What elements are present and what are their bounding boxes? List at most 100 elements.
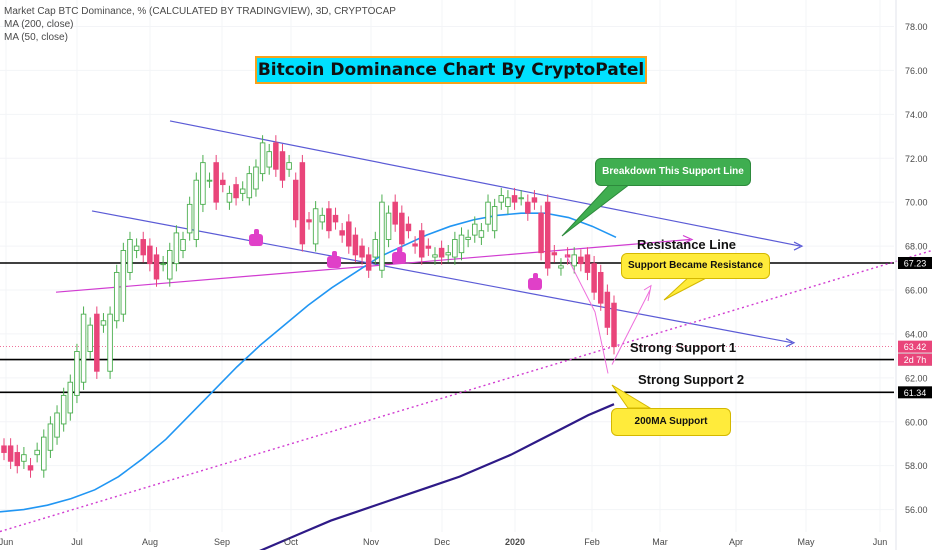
candle-body xyxy=(239,188,246,194)
legend-main-series: Market Cap BTC Dominance, % (CALCULATED … xyxy=(4,6,396,17)
candle-body xyxy=(611,302,617,348)
candle-body xyxy=(153,254,160,280)
candle-body xyxy=(107,313,113,372)
support-became-resistance-callout: Support Became Resistance xyxy=(621,253,770,279)
candle-body xyxy=(27,465,34,471)
channel-lower-arrow xyxy=(785,338,796,348)
candle-body xyxy=(41,436,47,471)
candle-body xyxy=(74,351,80,396)
candle-body xyxy=(220,179,226,186)
candle-body xyxy=(418,230,425,258)
candle-body xyxy=(465,236,471,240)
candle-body xyxy=(604,291,611,328)
candle-body xyxy=(438,247,445,258)
y-tick-label: 58.00 xyxy=(905,461,928,471)
candle-body xyxy=(478,230,485,238)
candle-body xyxy=(525,201,531,214)
candle-body xyxy=(346,221,352,247)
support-callout-pointer xyxy=(663,275,711,301)
strong-support-2-label: Strong Support 2 xyxy=(638,372,745,387)
channel-upper-arrow xyxy=(793,241,804,251)
x-tick-label: Apr xyxy=(729,537,743,547)
price-label: 61.34 xyxy=(904,388,927,398)
candle-body xyxy=(60,394,67,425)
long-term-dotted-trendline xyxy=(0,249,932,533)
candle-body xyxy=(193,179,200,240)
candle-body xyxy=(87,324,93,352)
candle-body xyxy=(452,239,458,258)
candle-body xyxy=(425,245,432,249)
candle-body xyxy=(266,151,272,168)
x-tick-label: Mar xyxy=(652,537,668,547)
candle-body xyxy=(558,265,564,269)
horizontal-levels xyxy=(0,262,894,394)
candle-body xyxy=(531,197,538,203)
candle-body xyxy=(120,250,127,315)
candle-body xyxy=(392,201,398,225)
y-tick-label: 66.00 xyxy=(905,286,928,296)
projection-arrow-head xyxy=(643,284,652,302)
x-tick-label: Feb xyxy=(584,537,600,547)
candle-body xyxy=(359,245,365,258)
x-tick-label: 2020 xyxy=(505,537,525,547)
candle-body xyxy=(571,254,577,267)
candle-body xyxy=(279,151,286,181)
candle-body xyxy=(551,252,558,256)
candle-body xyxy=(412,243,418,247)
candle-body xyxy=(578,256,584,265)
candle-body xyxy=(7,445,14,462)
candle-body xyxy=(67,381,74,414)
candle-body xyxy=(498,195,505,203)
candle-body xyxy=(339,230,345,236)
candle-body xyxy=(246,173,253,199)
chart-title-banner: Bitcoin Dominance Chart By CryptoPatel xyxy=(255,56,647,84)
candle-body xyxy=(34,449,40,456)
x-tick-label: Aug xyxy=(142,537,158,547)
candle-body xyxy=(200,162,206,205)
x-tick-label: Jul xyxy=(71,537,83,547)
candle-body xyxy=(127,239,133,273)
candle-body xyxy=(14,452,21,467)
y-tick-label: 74.00 xyxy=(905,110,928,120)
candle-body xyxy=(385,212,392,240)
y-tick-label: 62.00 xyxy=(905,373,928,383)
rising-support-line xyxy=(55,238,691,293)
y-tick-label: 72.00 xyxy=(905,154,928,164)
price-label-box xyxy=(898,340,932,353)
candle-body xyxy=(352,234,359,256)
chart-legend: Market Cap BTC Dominance, % (CALCULATED … xyxy=(4,5,396,44)
candle-body xyxy=(273,142,279,170)
ma50-line xyxy=(0,212,617,513)
projection-path-down xyxy=(565,254,609,374)
candle-body xyxy=(94,313,100,372)
countdown-box xyxy=(898,353,932,366)
x-tick-label: Nov xyxy=(363,537,380,547)
resistance-line-label: Resistance Line xyxy=(637,237,736,252)
price-label: 63.42 xyxy=(904,342,927,352)
candle-body xyxy=(213,162,219,203)
candle-body xyxy=(167,250,173,280)
thumbs-marker-icon xyxy=(392,252,406,264)
candle-body xyxy=(399,212,405,245)
y-tick-label: 56.00 xyxy=(905,505,928,515)
thumbs-marker-thumb xyxy=(397,247,402,254)
candle-body xyxy=(1,445,7,453)
candle-body xyxy=(299,162,306,245)
candle-body xyxy=(544,201,551,269)
candle-body xyxy=(80,313,87,383)
price-label-box xyxy=(898,256,932,269)
candle-body xyxy=(597,271,604,304)
candle-body xyxy=(113,271,120,322)
price-label-box xyxy=(898,386,932,399)
candle-body xyxy=(319,214,326,223)
y-tick-label: 78.00 xyxy=(905,22,928,32)
breakdown-callout: Breakdown This Support Line xyxy=(595,158,751,186)
candle-body xyxy=(458,234,465,254)
candle-body xyxy=(405,223,412,232)
x-tick-label: Dec xyxy=(434,537,451,547)
candle-body xyxy=(133,245,140,251)
thumbs-marker-thumb xyxy=(332,251,337,258)
candle-body xyxy=(511,195,518,203)
candle-body xyxy=(591,263,597,293)
